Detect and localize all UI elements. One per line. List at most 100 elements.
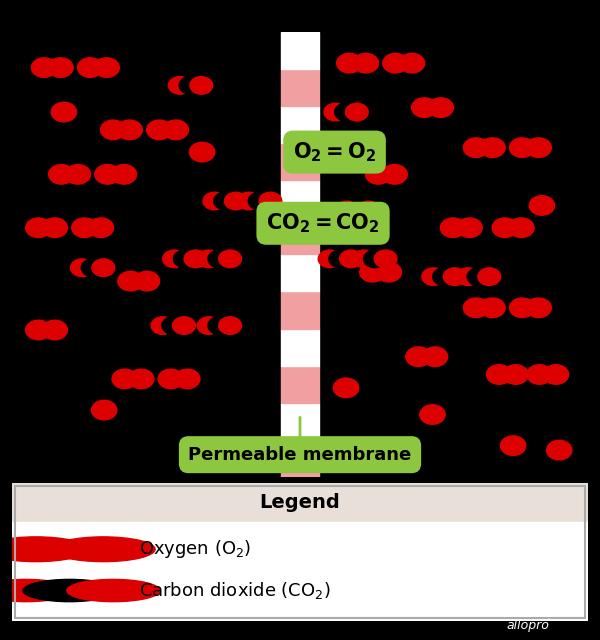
Circle shape [406,347,431,367]
Circle shape [163,120,188,140]
Circle shape [334,378,359,397]
Circle shape [412,98,437,117]
Circle shape [433,268,455,285]
Circle shape [101,120,126,140]
Bar [281,143,319,180]
Circle shape [543,365,569,384]
Text: Legend: Legend [260,493,340,512]
Circle shape [480,298,505,317]
Circle shape [329,250,352,268]
Circle shape [208,317,231,334]
Circle shape [526,298,551,317]
Circle shape [88,218,113,237]
Bar [281,32,319,69]
Circle shape [360,262,385,282]
Circle shape [173,317,196,334]
Circle shape [480,138,505,157]
Circle shape [72,218,97,237]
Circle shape [357,201,380,219]
Text: Oxygen (O$_2$): Oxygen (O$_2$) [139,538,251,560]
Circle shape [218,317,241,334]
Circle shape [26,218,51,237]
Circle shape [527,365,552,384]
Circle shape [457,218,482,237]
Circle shape [218,250,241,268]
Circle shape [335,103,358,121]
Circle shape [509,218,534,237]
Circle shape [71,259,94,276]
Circle shape [190,142,215,162]
Circle shape [158,369,184,388]
Circle shape [92,259,115,276]
Circle shape [529,196,554,215]
Circle shape [346,103,368,121]
Circle shape [163,250,185,268]
Circle shape [324,103,347,121]
Circle shape [118,271,143,291]
Circle shape [91,400,117,420]
Circle shape [547,440,572,460]
Circle shape [463,298,489,317]
Circle shape [77,58,103,77]
Circle shape [376,262,401,282]
Circle shape [203,192,226,210]
Circle shape [487,365,512,384]
Bar [281,328,319,365]
Bar [281,218,319,254]
Bar [12,522,588,621]
Circle shape [364,250,386,268]
Circle shape [0,579,73,602]
Circle shape [224,192,247,210]
Bar [281,440,319,477]
Bar [281,254,319,291]
Text: allopró: allopró [506,619,550,632]
Circle shape [428,98,454,117]
Circle shape [478,268,500,285]
Circle shape [112,369,137,388]
Circle shape [340,250,362,268]
Circle shape [443,268,466,285]
Bar [281,69,319,106]
Circle shape [0,537,88,562]
Circle shape [467,268,490,285]
Circle shape [526,138,551,157]
Circle shape [463,138,489,157]
Circle shape [440,218,466,237]
Circle shape [94,58,119,77]
Circle shape [365,164,391,184]
Bar [281,403,319,440]
Circle shape [51,102,77,122]
Circle shape [117,120,142,140]
Text: $\mathbf{CO_2 = CO_2}$: $\mathbf{CO_2 = CO_2}$ [266,211,380,235]
Circle shape [259,192,282,210]
Circle shape [420,404,445,424]
Circle shape [179,77,202,94]
Circle shape [374,250,397,268]
Circle shape [175,369,200,388]
Circle shape [197,250,220,268]
Circle shape [197,317,220,334]
Bar [281,106,319,143]
Circle shape [353,250,376,268]
Circle shape [503,365,528,384]
Text: Carbon dioxide (CO$_2$): Carbon dioxide (CO$_2$) [139,580,331,601]
Circle shape [337,53,362,73]
Circle shape [26,320,51,340]
Circle shape [346,201,369,219]
Circle shape [31,58,57,77]
Circle shape [42,320,67,340]
Circle shape [81,259,104,276]
Circle shape [353,53,379,73]
Bar [281,291,319,328]
Bar [12,483,588,522]
Circle shape [399,53,425,73]
Circle shape [184,250,207,268]
Circle shape [173,250,196,268]
Circle shape [509,298,535,317]
Circle shape [318,250,341,268]
Circle shape [422,268,445,285]
Text: $\mathbf{O_2 = O_2}$: $\mathbf{O_2 = O_2}$ [293,140,376,164]
Circle shape [190,77,212,94]
Circle shape [151,317,174,334]
Circle shape [457,268,479,285]
